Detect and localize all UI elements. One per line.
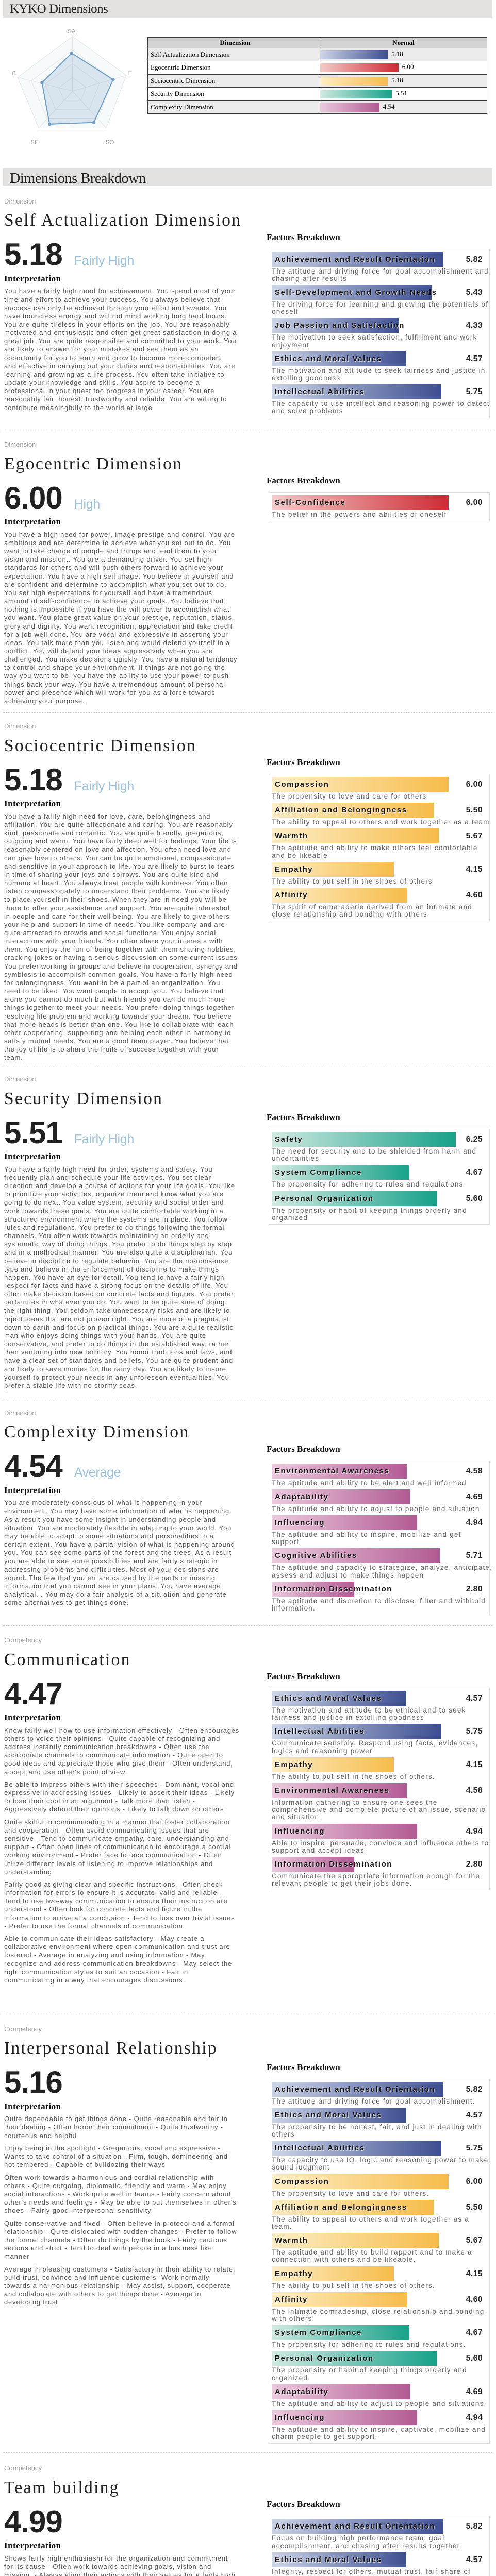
svg-text:SO: SO (106, 140, 114, 146)
svg-text:SE: SE (30, 140, 39, 146)
svg-text:E: E (128, 71, 133, 77)
svg-text:SA: SA (68, 29, 76, 35)
svg-text:C: C (12, 71, 16, 77)
